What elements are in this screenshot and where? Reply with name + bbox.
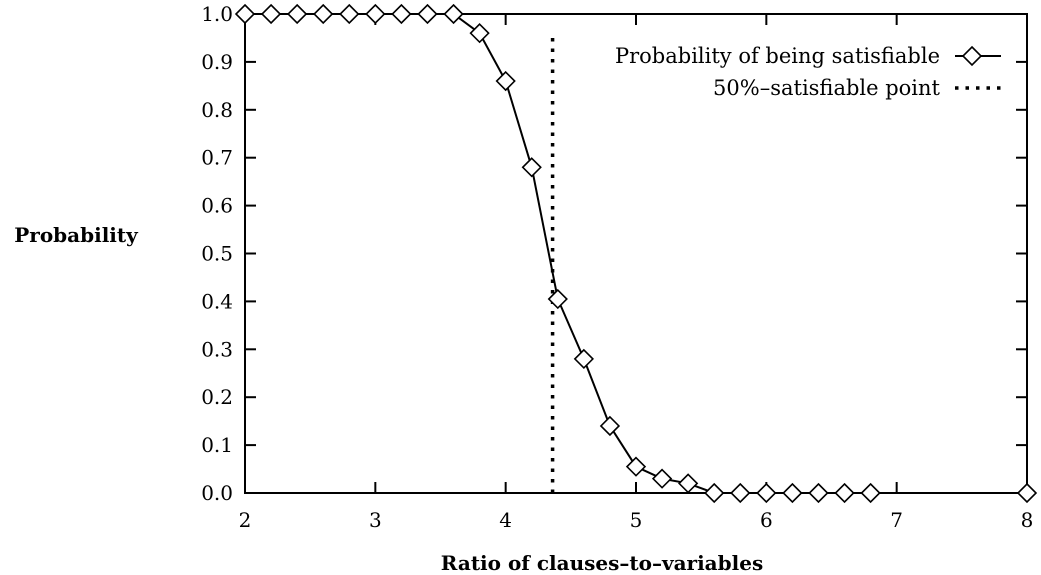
- legend-entry-label-satisfiable: Probability of being satisfiable: [615, 44, 940, 68]
- data-point-marker: [730, 482, 751, 504]
- data-point-marker: [756, 482, 777, 504]
- data-point-marker: [417, 3, 438, 25]
- x-tick-label: 6: [760, 508, 773, 532]
- data-point-marker: [313, 3, 334, 25]
- y-axis-title: Probability: [14, 223, 139, 247]
- data-point-marker: [287, 3, 308, 25]
- data-point-marker: [260, 3, 282, 25]
- data-point-marker: [339, 3, 360, 25]
- y-tick-label: 0.1: [201, 433, 233, 457]
- y-tick-label: 0.3: [201, 337, 233, 361]
- y-tick-label: 0.5: [201, 242, 233, 266]
- data-series: [234, 3, 1038, 504]
- data-point-marker: [625, 456, 647, 477]
- x-tick-label: 2: [239, 508, 252, 532]
- data-point-marker: [547, 288, 568, 310]
- x-tick-label: 8: [1021, 508, 1034, 532]
- y-tick-label: 0.4: [201, 289, 233, 313]
- data-point-marker: [808, 482, 829, 504]
- legend-entry-label-50-point: 50%–satisfiable point: [713, 76, 941, 100]
- data-point-marker: [782, 482, 803, 504]
- data-point-marker: [443, 3, 464, 25]
- y-tick-label: 0.8: [201, 98, 233, 122]
- x-tick-label: 5: [630, 508, 643, 532]
- legend: Probability of being satisfiable 50%–sat…: [615, 44, 1001, 100]
- data-point-marker: [834, 482, 855, 504]
- data-point-marker: [860, 482, 881, 504]
- y-tick-label: 0.9: [201, 50, 233, 74]
- x-tick-label: 3: [369, 508, 382, 532]
- data-point-marker: [651, 468, 673, 489]
- data-point-marker: [469, 23, 490, 44]
- y-tick-label: 1.0: [201, 2, 233, 26]
- legend-swatches: [955, 45, 1001, 90]
- data-point-marker: [234, 3, 256, 25]
- legend-swatch-marker: [961, 45, 983, 67]
- data-point-marker: [521, 157, 542, 178]
- x-tick-label: 4: [499, 508, 512, 532]
- data-point-marker: [678, 473, 699, 494]
- x-axis-title: Ratio of clauses–to–variables: [441, 551, 763, 575]
- y-tick-label: 0.0: [201, 481, 233, 505]
- data-point-marker: [704, 482, 725, 504]
- y-tick-label: 0.7: [201, 146, 233, 170]
- y-tick-label: 0.6: [201, 194, 233, 218]
- axis-tick-labels: 2 3 4 5 6 7 8 0.0 0.1 0.2 0.3 0.4 0.5 0.6 0.7 0.8 0.9 1.0: [201, 2, 1033, 532]
- data-point-marker: [573, 348, 594, 370]
- data-point-marker: [599, 415, 621, 437]
- data-point-marker: [495, 70, 516, 92]
- data-point-marker: [1016, 482, 1038, 504]
- data-point-marker: [391, 3, 412, 25]
- y-tick-label: 0.2: [201, 385, 233, 409]
- x-tick-label: 7: [890, 508, 903, 532]
- data-point-marker: [365, 3, 386, 25]
